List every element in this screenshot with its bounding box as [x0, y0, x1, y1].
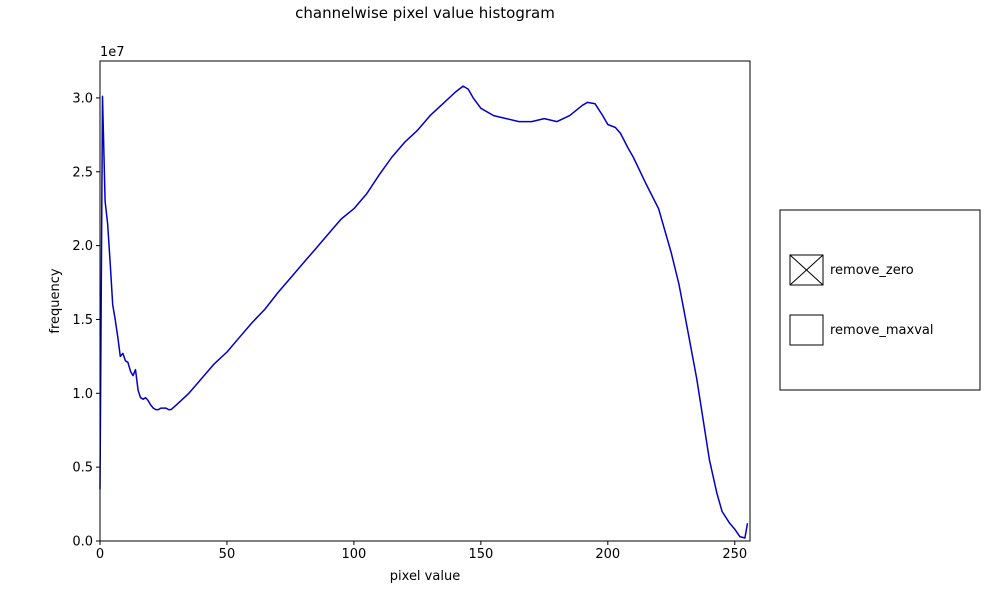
x-tick-label: 50: [219, 547, 236, 562]
y-axis-ticks: 0.0 0.5 1.0 1.5 2.0 2.5 3.0: [72, 91, 100, 550]
checkbox-label-remove-maxval[interactable]: remove_maxval: [830, 323, 933, 338]
x-tick-label: 100: [341, 547, 366, 562]
y-tick-label: 3.0: [72, 91, 93, 106]
checkbox-remove-maxval[interactable]: remove_maxval: [789, 314, 933, 346]
y-tick-label: 2.0: [72, 239, 93, 254]
checkbox-remove-zero[interactable]: remove_zero: [789, 254, 914, 286]
histogram-series-line: [99, 85, 749, 539]
y-tick-label: 1.0: [72, 387, 93, 402]
y-tick-label: 1.5: [72, 313, 93, 328]
y-axis-label: frequency: [48, 268, 63, 334]
x-tick-label: 250: [722, 547, 747, 562]
x-tick-label: 0: [96, 547, 104, 562]
x-axis-ticks: 0 50 100 150 200 250: [96, 541, 747, 562]
checkbox-label-remove-zero[interactable]: remove_zero: [830, 263, 914, 278]
y-tick-label: 0.0: [72, 535, 93, 550]
check-buttons-widget: remove_zero remove_maxval: [779, 209, 981, 391]
check-buttons-panel: [779, 209, 981, 391]
y-offset-label: 1e7: [100, 45, 125, 60]
x-tick-label: 200: [595, 547, 620, 562]
x-axis-label: pixel value: [390, 569, 460, 584]
chart-title: channelwise pixel value histogram: [295, 4, 555, 22]
plot-frame: [99, 60, 751, 542]
y-tick-label: 0.5: [72, 461, 93, 476]
plot-area: [99, 85, 749, 539]
y-tick-label: 2.5: [72, 165, 93, 180]
checked-x-icon: [789, 254, 824, 286]
checkbox-box[interactable]: [789, 314, 824, 346]
x-tick-label: 150: [468, 547, 493, 562]
